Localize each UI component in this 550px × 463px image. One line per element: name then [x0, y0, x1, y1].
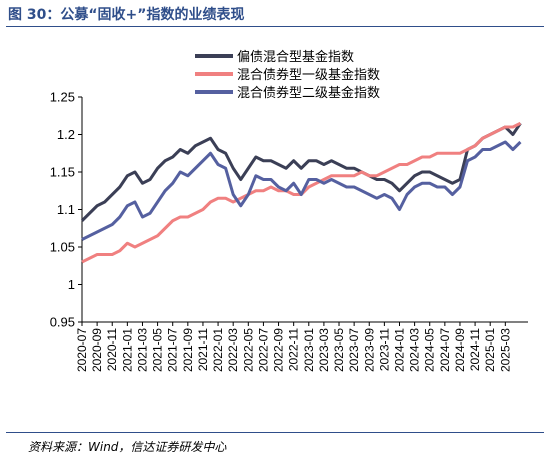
y-tick-label: 1.2	[57, 127, 75, 142]
x-tick-label: 2021-01	[120, 328, 134, 372]
y-tick-label: 1.25	[50, 90, 75, 105]
x-tick-label: 2024-07	[438, 328, 452, 372]
x-tick-label: 2023-09	[362, 328, 376, 372]
x-tick-label: 2022-03	[226, 328, 240, 372]
x-tick-label: 2021-11	[196, 328, 210, 371]
x-tick-label: 2021-07	[166, 328, 180, 372]
y-tick-label: 1.1	[57, 202, 75, 217]
x-tick-label: 2023-07	[347, 328, 361, 372]
figure-title: 图 30：公募“固收+”指数的业绩表现	[8, 7, 245, 23]
x-tick-label: 2024-09	[453, 328, 467, 372]
source-note: 资料来源：Wind，信达证券研发中心	[28, 440, 227, 454]
x-tick-label: 2022-11	[287, 328, 301, 371]
y-tick-label: 1.15	[50, 165, 75, 180]
y-tick-label: 1.05	[50, 240, 75, 255]
x-tick-label: 2022-05	[241, 328, 255, 372]
title-rule	[6, 26, 544, 27]
x-tick-label: 2023-01	[302, 328, 316, 372]
legend-label-3: 混合债券型二级基金指数	[237, 85, 380, 101]
x-tick-label: 2020-07	[75, 328, 89, 372]
x-tick-label: 2020-09	[90, 328, 104, 372]
source-rule	[6, 432, 544, 433]
x-tick-label: 2025-03	[498, 328, 512, 372]
x-tick-label: 2024-05	[423, 328, 437, 372]
x-tick-label: 2022-07	[256, 328, 270, 372]
y-axis-ticks: 0.95 1 1.05 1.1 1.15 1.2 1.25	[50, 90, 82, 330]
series-line-1	[80, 122, 522, 222]
legend-label-1: 偏债混合型基金指数	[237, 49, 354, 65]
x-tick-label: 2020-11	[105, 328, 119, 371]
x-tick-label: 2021-09	[181, 328, 195, 372]
x-tick-label: 2024-11	[468, 328, 482, 371]
x-tick-label: 2024-01	[392, 328, 406, 372]
y-tick-label: 0.95	[50, 315, 75, 330]
x-tick-label: 2021-03	[135, 328, 149, 372]
x-tick-label: 2023-03	[317, 328, 331, 372]
x-tick-label: 2023-11	[377, 328, 391, 371]
legend-label-2: 混合债券型一级基金指数	[237, 67, 380, 83]
series-lines	[80, 121, 522, 264]
x-axis-ticks: 2020-07 2020-09 2020-11 2021-01 2021-03 2021-…	[75, 322, 512, 372]
x-tick-label: 2024-03	[408, 328, 422, 372]
x-tick-label: 2021-05	[151, 328, 165, 372]
x-tick-label: 2022-01	[211, 328, 225, 372]
x-tick-label: 2025-01	[483, 328, 497, 372]
series-line-3	[81, 140, 522, 241]
y-tick-label: 1	[68, 277, 75, 292]
x-tick-label: 2022-09	[272, 328, 286, 372]
chart-axes	[81, 97, 528, 323]
x-tick-label: 2023-05	[332, 328, 346, 372]
